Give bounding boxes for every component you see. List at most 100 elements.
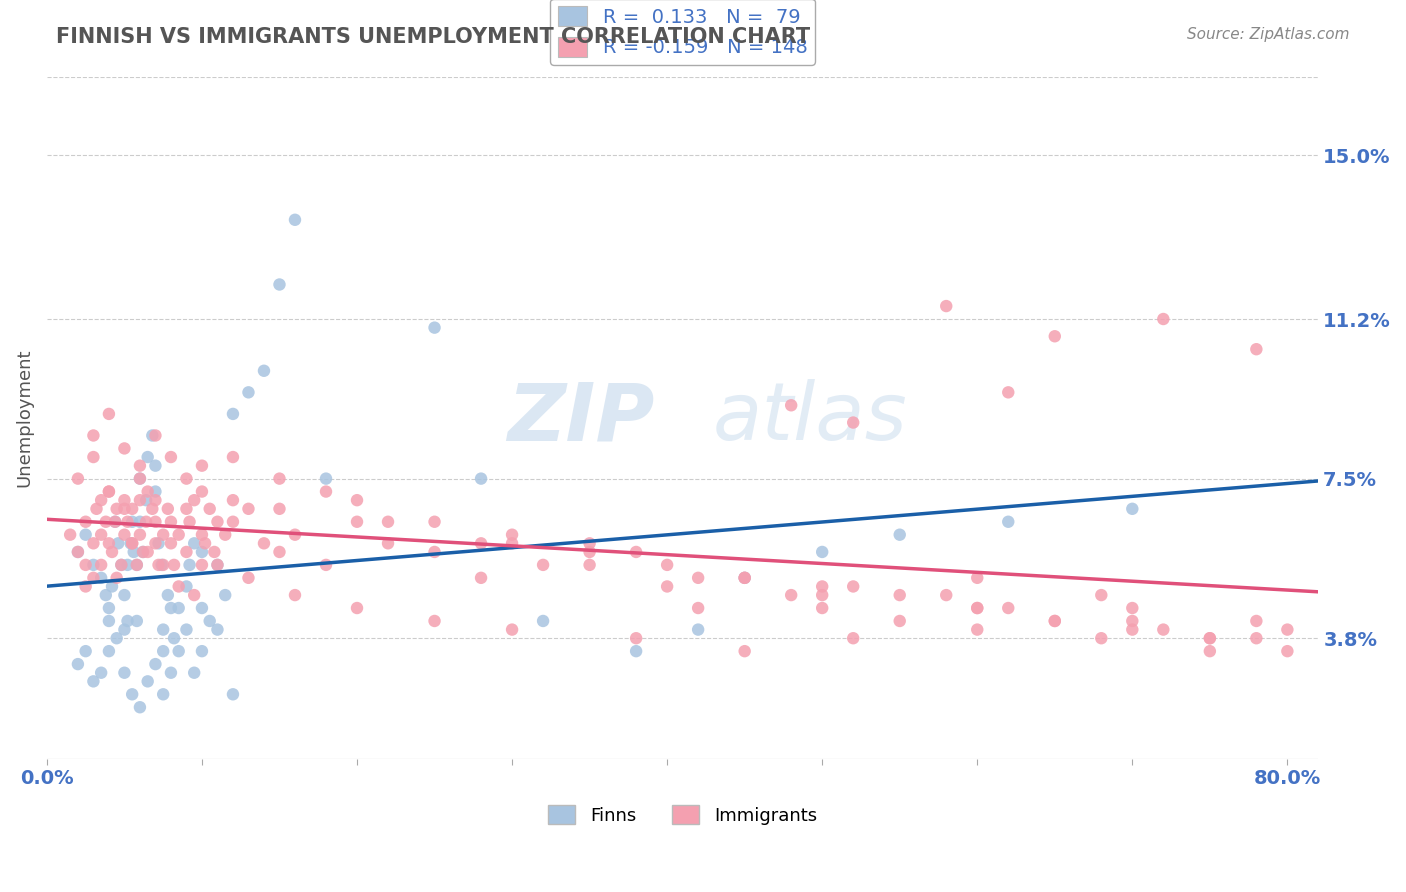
Point xyxy=(207,558,229,572)
Point xyxy=(222,493,245,508)
Point xyxy=(1246,614,1268,628)
Point xyxy=(148,536,170,550)
Point xyxy=(110,558,132,572)
Point xyxy=(156,501,179,516)
Point xyxy=(377,536,399,550)
Point xyxy=(253,536,276,550)
Point xyxy=(377,515,399,529)
Point xyxy=(94,515,117,529)
Point xyxy=(966,601,988,615)
Point xyxy=(176,623,198,637)
Point xyxy=(624,644,647,658)
Point xyxy=(578,536,600,550)
Point xyxy=(141,428,163,442)
Point xyxy=(121,687,143,701)
Text: FINNISH VS IMMIGRANTS UNEMPLOYMENT CORRELATION CHART: FINNISH VS IMMIGRANTS UNEMPLOYMENT CORRE… xyxy=(56,27,810,46)
Point xyxy=(1121,501,1143,516)
Point xyxy=(122,545,145,559)
Point xyxy=(104,515,127,529)
Point xyxy=(734,644,756,658)
Point xyxy=(160,601,183,615)
Point xyxy=(97,484,120,499)
Point xyxy=(1198,644,1220,658)
Point xyxy=(117,614,139,628)
Point xyxy=(125,614,148,628)
Point xyxy=(1152,312,1174,326)
Point xyxy=(842,416,865,430)
Point xyxy=(935,299,957,313)
Point xyxy=(346,601,368,615)
Point xyxy=(1090,631,1112,645)
Point xyxy=(129,472,152,486)
Point xyxy=(842,579,865,593)
Point xyxy=(284,588,307,602)
Point xyxy=(90,527,112,541)
Point xyxy=(1090,588,1112,602)
Point xyxy=(75,515,97,529)
Point xyxy=(315,484,337,499)
Point xyxy=(176,472,198,486)
Legend: Finns, Immigrants: Finns, Immigrants xyxy=(541,798,824,831)
Point xyxy=(238,571,260,585)
Point xyxy=(132,545,155,559)
Point xyxy=(531,614,554,628)
Point xyxy=(160,450,183,464)
Point xyxy=(75,579,97,593)
Point xyxy=(121,536,143,550)
Point xyxy=(145,428,167,442)
Point xyxy=(222,515,245,529)
Point xyxy=(811,545,834,559)
Point xyxy=(101,579,124,593)
Point xyxy=(501,623,523,637)
Point xyxy=(75,558,97,572)
Point xyxy=(238,385,260,400)
Point xyxy=(145,484,167,499)
Text: Source: ZipAtlas.com: Source: ZipAtlas.com xyxy=(1187,27,1350,42)
Point xyxy=(811,601,834,615)
Point xyxy=(655,558,678,572)
Point xyxy=(120,536,142,550)
Point xyxy=(889,588,911,602)
Point xyxy=(222,407,245,421)
Point xyxy=(150,558,173,572)
Point xyxy=(129,458,152,473)
Point xyxy=(811,588,834,602)
Point xyxy=(145,657,167,672)
Point xyxy=(163,631,186,645)
Point xyxy=(966,623,988,637)
Point xyxy=(82,428,104,442)
Y-axis label: Unemployment: Unemployment xyxy=(15,349,32,487)
Point xyxy=(183,665,205,680)
Point xyxy=(152,687,174,701)
Point xyxy=(75,644,97,658)
Point xyxy=(191,601,214,615)
Point xyxy=(112,623,135,637)
Point xyxy=(105,501,128,516)
Point xyxy=(207,623,229,637)
Point xyxy=(59,527,82,541)
Point xyxy=(104,515,127,529)
Point xyxy=(423,614,446,628)
Point xyxy=(470,571,492,585)
Point xyxy=(132,545,155,559)
Point xyxy=(82,558,104,572)
Point xyxy=(152,558,174,572)
Point xyxy=(284,212,307,227)
Point xyxy=(1043,614,1066,628)
Point xyxy=(423,545,446,559)
Point xyxy=(688,623,710,637)
Point xyxy=(97,644,120,658)
Point xyxy=(145,458,167,473)
Point xyxy=(501,527,523,541)
Point xyxy=(121,501,143,516)
Point xyxy=(145,536,167,550)
Point xyxy=(191,527,214,541)
Point xyxy=(82,674,104,689)
Point xyxy=(734,571,756,585)
Point xyxy=(129,472,152,486)
Text: atlas: atlas xyxy=(713,379,907,458)
Point xyxy=(997,385,1019,400)
Point xyxy=(101,545,124,559)
Point xyxy=(1277,623,1299,637)
Point xyxy=(112,665,135,680)
